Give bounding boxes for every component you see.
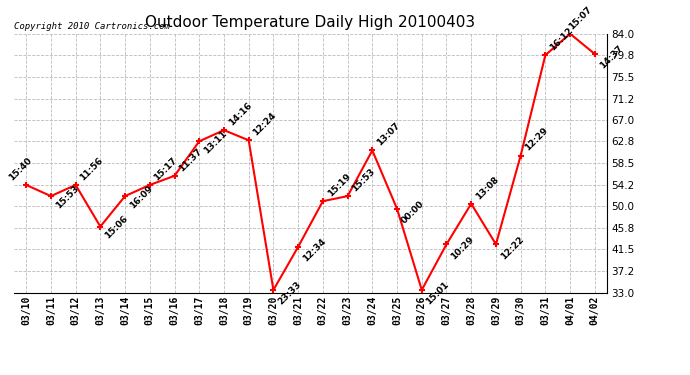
Text: 11:56: 11:56	[79, 156, 105, 182]
Text: 12:24: 12:24	[251, 111, 278, 138]
Text: 15:06: 15:06	[103, 214, 130, 240]
Text: 13:07: 13:07	[375, 121, 402, 148]
Text: 16:09: 16:09	[128, 183, 155, 210]
Text: Outdoor Temperature Daily High 20100403: Outdoor Temperature Daily High 20100403	[146, 15, 475, 30]
Text: 12:22: 12:22	[499, 234, 525, 261]
Text: 16:12: 16:12	[548, 26, 575, 52]
Text: 10:29: 10:29	[449, 234, 476, 261]
Text: 14:16: 14:16	[227, 100, 253, 128]
Text: 15:17: 15:17	[152, 156, 179, 182]
Text: 00:00: 00:00	[400, 199, 426, 225]
Text: 15:40: 15:40	[7, 156, 33, 182]
Text: 13:08: 13:08	[474, 174, 500, 201]
Text: 15:01: 15:01	[424, 280, 451, 307]
Text: 11:37: 11:37	[177, 146, 204, 173]
Text: 13:11: 13:11	[202, 129, 228, 155]
Text: 15:53: 15:53	[54, 183, 80, 210]
Text: 14:37: 14:37	[598, 44, 624, 71]
Text: 12:34: 12:34	[301, 237, 328, 264]
Text: 15:19: 15:19	[326, 172, 353, 198]
Text: 15:07: 15:07	[567, 4, 594, 31]
Text: 15:53: 15:53	[351, 167, 377, 194]
Text: 12:29: 12:29	[524, 126, 550, 153]
Text: Copyright 2010 Cartronics.com: Copyright 2010 Cartronics.com	[14, 22, 170, 31]
Text: 23:33: 23:33	[276, 280, 303, 307]
